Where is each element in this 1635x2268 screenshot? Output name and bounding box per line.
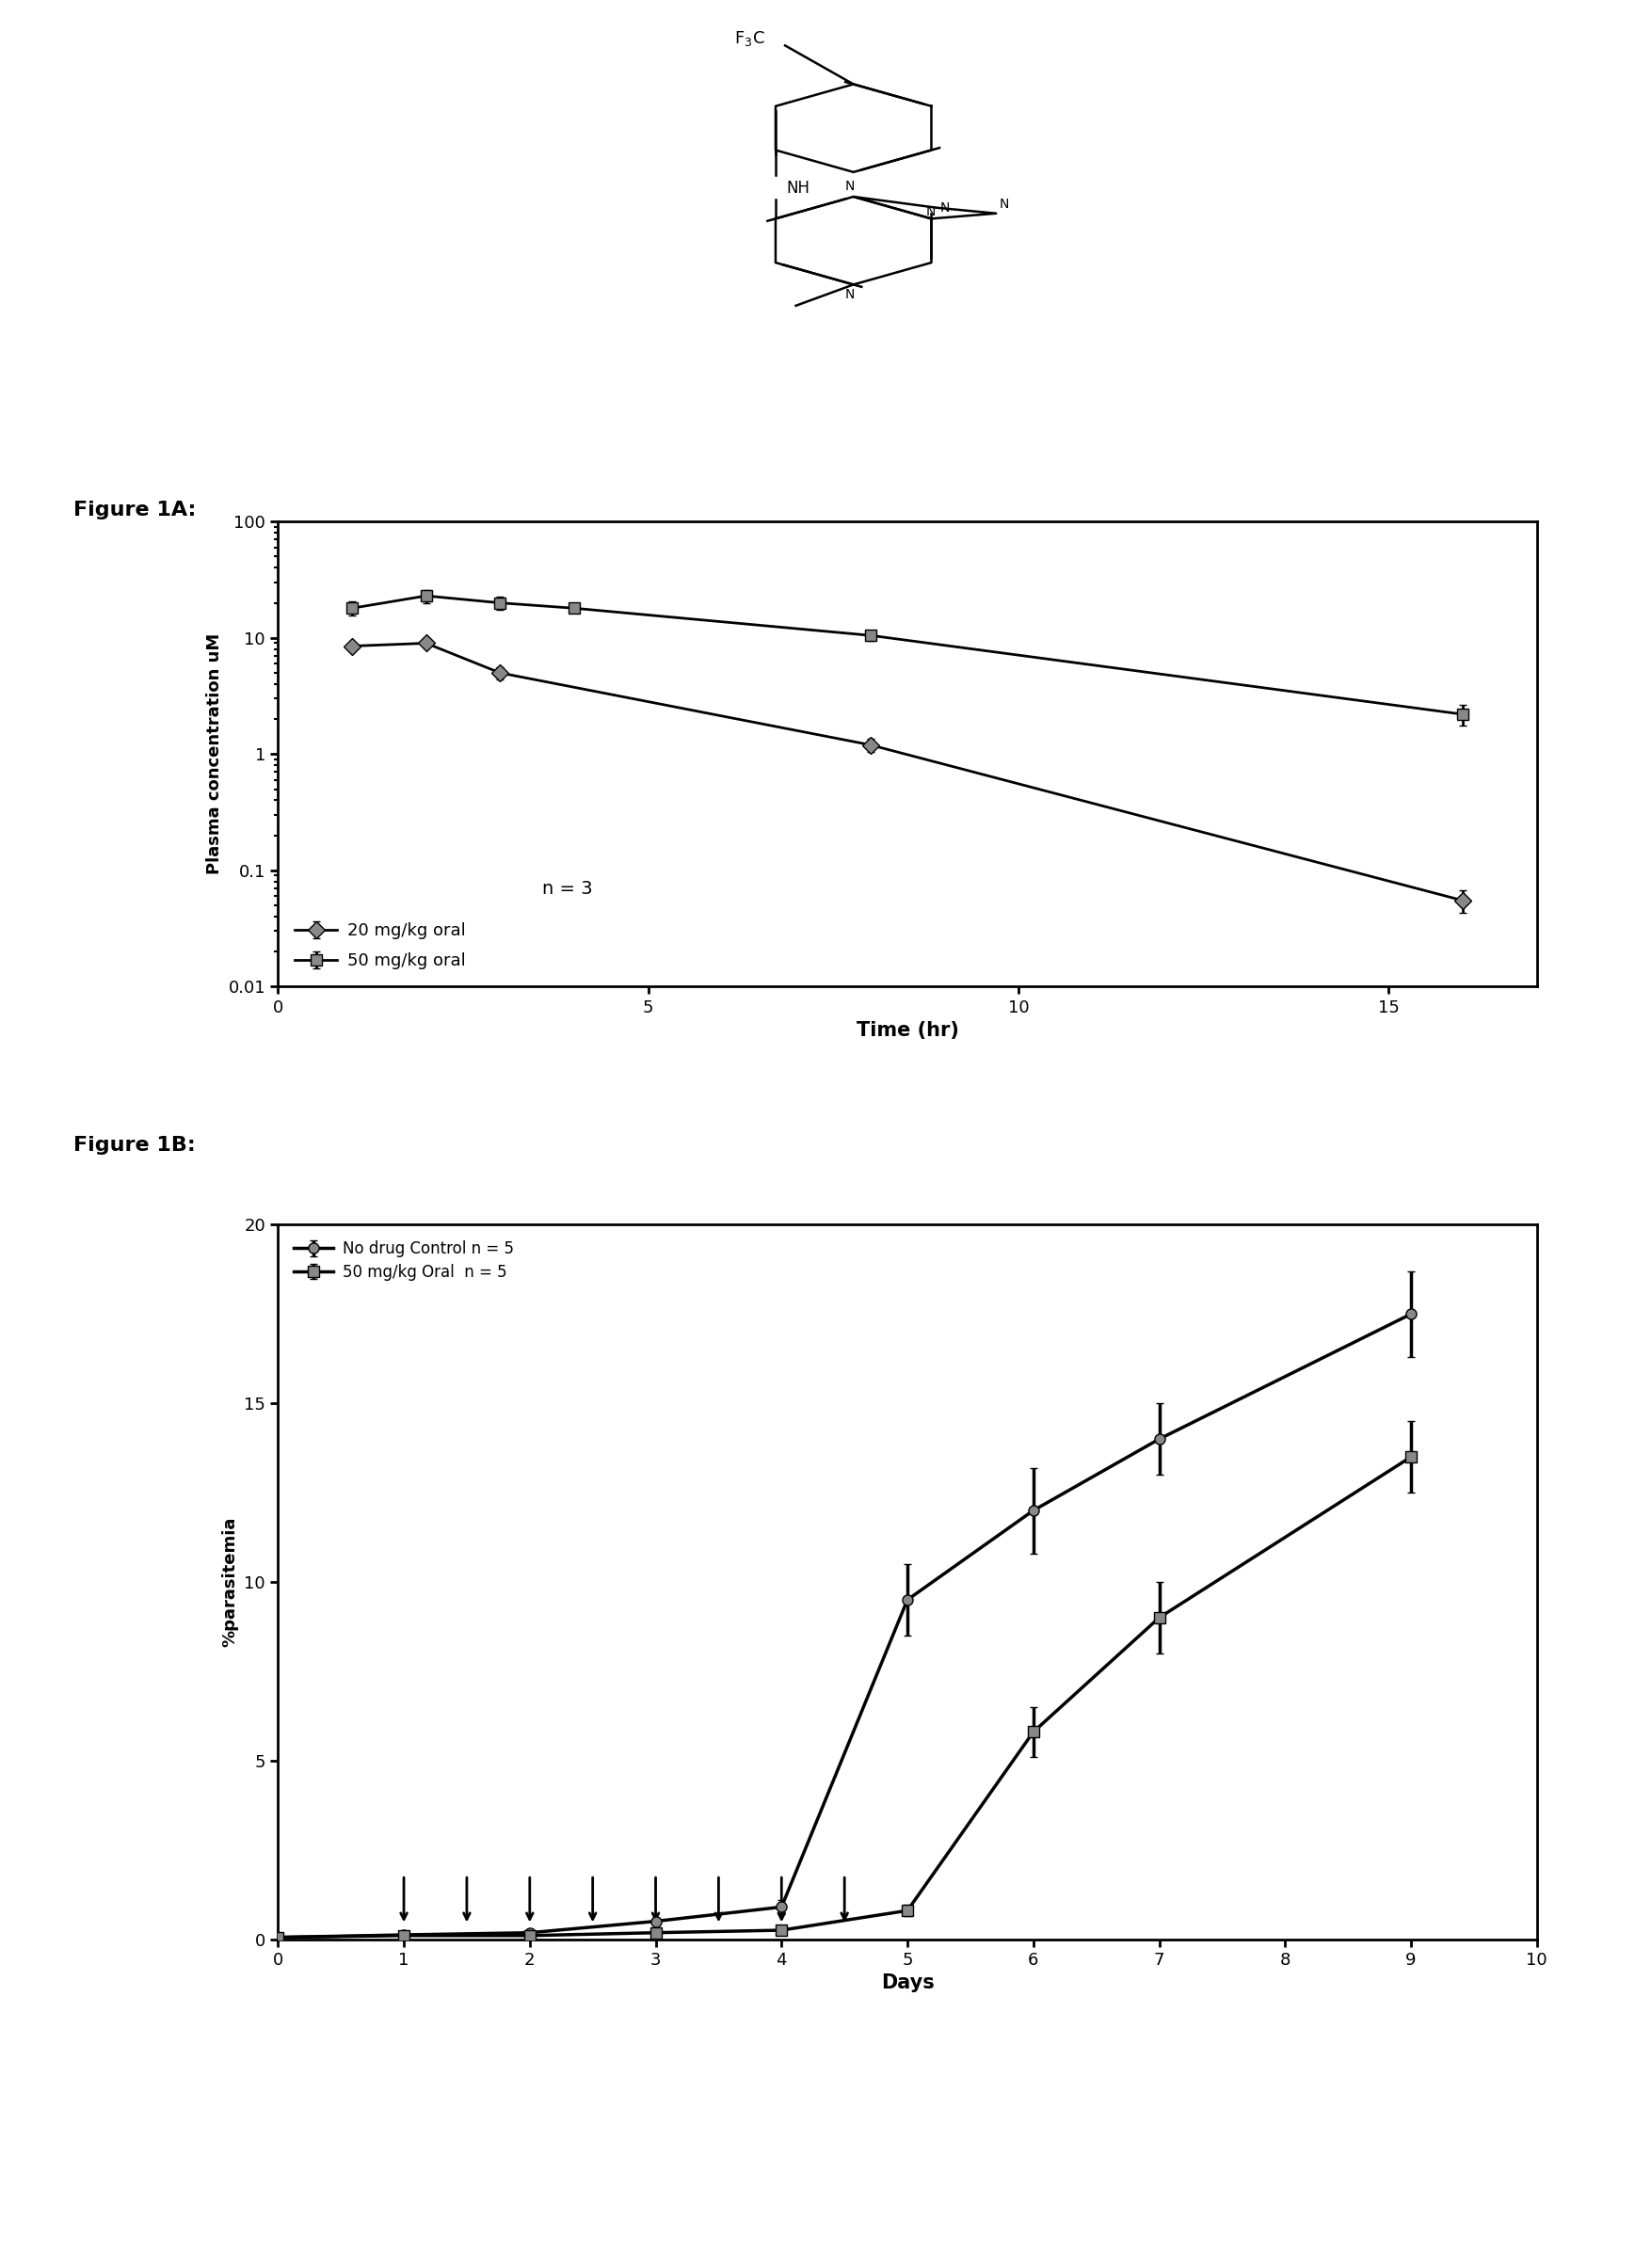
Text: Figure 1A:: Figure 1A:: [74, 501, 196, 519]
X-axis label: Days: Days: [881, 1973, 934, 1994]
Text: N: N: [940, 202, 950, 213]
Text: Figure 1B:: Figure 1B:: [74, 1136, 196, 1154]
Legend: No drug Control n = 5, 50 mg/kg Oral  n = 5: No drug Control n = 5, 50 mg/kg Oral n =…: [286, 1232, 522, 1288]
Text: N: N: [999, 197, 1009, 211]
Text: N: N: [845, 288, 855, 302]
Text: N: N: [845, 179, 855, 193]
Legend: 20 mg/kg oral, 50 mg/kg oral: 20 mg/kg oral, 50 mg/kg oral: [286, 914, 474, 978]
Y-axis label: Plasma concentration uM: Plasma concentration uM: [206, 633, 222, 875]
Y-axis label: %parasitemia: %parasitemia: [222, 1517, 239, 1647]
Text: n = 3: n = 3: [543, 880, 594, 898]
Text: F$_3$C: F$_3$C: [734, 29, 765, 48]
Text: NH: NH: [786, 179, 809, 197]
X-axis label: Time (hr): Time (hr): [857, 1021, 958, 1041]
Text: N: N: [925, 206, 935, 218]
